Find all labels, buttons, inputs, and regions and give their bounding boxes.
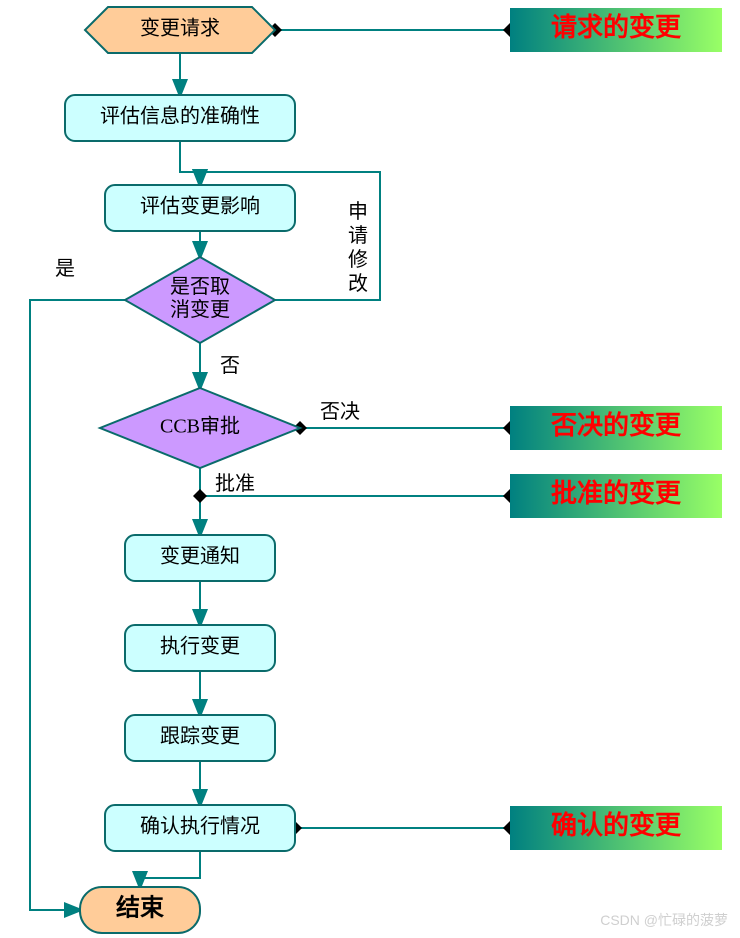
notes: 请求的变更否决的变更批准的变更确认的变更 bbox=[510, 8, 722, 850]
lbl-reject: 否决 bbox=[320, 400, 360, 423]
shape-start-text: 变更请求 bbox=[140, 17, 220, 40]
e-approve-note-start-diamond bbox=[193, 489, 207, 503]
shape-track-text: 跟踪变更 bbox=[160, 725, 240, 748]
lbl-modify: 申 bbox=[348, 200, 368, 223]
shape-cancel-text: 是否取 bbox=[170, 276, 230, 298]
shapes: 变更请求评估信息的准确性评估变更影响是否取消变更 CCB审批变更通知执行变更跟踪变… bbox=[65, 7, 300, 933]
flowchart: 变更请求评估信息的准确性评估变更影响是否取消变更 CCB审批变更通知执行变更跟踪变… bbox=[0, 0, 740, 938]
lbl-modify: 修 bbox=[348, 248, 368, 271]
shape-assess-text: 评估变更影响 bbox=[140, 195, 260, 218]
e-confirm-end bbox=[140, 851, 200, 887]
shape-notify-text: 变更通知 bbox=[160, 545, 240, 568]
lbl-approve: 批准 bbox=[215, 472, 255, 495]
lbl-yes: 是 bbox=[55, 258, 75, 280]
lbl-modify: 请 bbox=[348, 224, 368, 247]
note-confirm-text: 确认的变更 bbox=[551, 810, 682, 840]
edges bbox=[30, 23, 517, 910]
lbl-modify: 改 bbox=[348, 272, 368, 295]
lbl-no: 否 bbox=[220, 355, 240, 377]
shape-eval-text: 评估信息的准确性 bbox=[100, 105, 260, 128]
shape-execute-text: 执行变更 bbox=[160, 635, 240, 658]
note-reject-text: 否决的变更 bbox=[551, 410, 682, 440]
shape-end-text: 结束 bbox=[116, 895, 165, 922]
watermark: CSDN @忙碌的菠萝 bbox=[600, 910, 728, 930]
note-approve-text: 批准的变更 bbox=[551, 478, 682, 508]
shape-ccb-text: CCB审批 bbox=[160, 415, 240, 438]
note-request-text: 请求的变更 bbox=[551, 12, 682, 42]
e-eval-assess bbox=[180, 141, 200, 185]
shape-cancel-text: 消变更 bbox=[170, 298, 230, 321]
shape-confirm-text: 确认执行情况 bbox=[140, 815, 260, 838]
